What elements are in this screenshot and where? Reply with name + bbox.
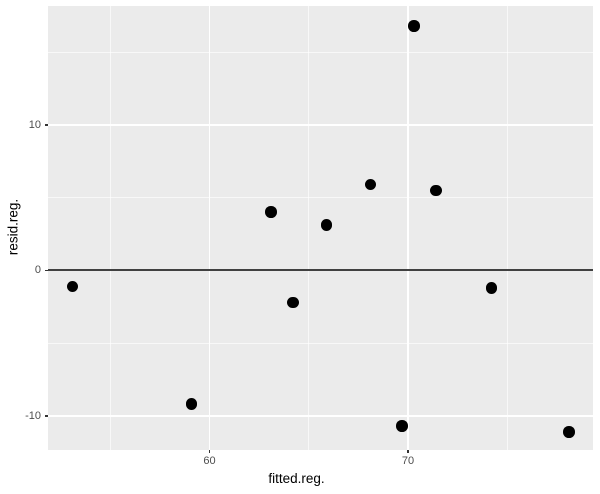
x-axis-title: fitted.reg. <box>268 471 325 486</box>
gridline-minor-vertical <box>109 6 111 450</box>
gridline-minor-horizontal <box>48 342 593 344</box>
gridline-minor-vertical <box>506 6 508 450</box>
data-point <box>396 420 408 432</box>
data-point <box>485 282 498 294</box>
plot-panel <box>48 6 593 450</box>
data-point <box>287 296 299 309</box>
y-tick-label: -10 <box>25 409 41 422</box>
data-point <box>265 206 277 218</box>
data-point <box>185 398 198 410</box>
y-tick-mark <box>44 415 48 417</box>
data-point <box>430 184 442 197</box>
data-point <box>364 178 377 191</box>
x-tick-label: 70 <box>401 455 415 467</box>
data-point <box>563 426 575 438</box>
gridline-major-horizontal <box>48 415 593 417</box>
y-tick-label: 0 <box>34 264 41 277</box>
gridline-minor-horizontal <box>48 197 593 199</box>
gridline-major-vertical <box>208 6 211 450</box>
gridline-major-horizontal <box>48 124 593 126</box>
x-tick-label: 60 <box>203 455 216 467</box>
y-tick-label: 10 <box>28 118 41 131</box>
data-point <box>408 20 420 32</box>
y-tick-mark <box>44 124 48 126</box>
data-point <box>66 280 79 293</box>
zero-reference-line <box>48 269 593 272</box>
y-axis-title: resid.reg. <box>5 198 21 256</box>
x-tick-mark <box>407 450 409 453</box>
gridline-minor-vertical <box>308 6 310 450</box>
x-tick-mark <box>208 450 211 453</box>
data-point <box>320 219 333 231</box>
gridline-major-vertical <box>407 6 409 450</box>
gridline-minor-horizontal <box>48 51 593 53</box>
y-tick-mark <box>44 269 48 272</box>
